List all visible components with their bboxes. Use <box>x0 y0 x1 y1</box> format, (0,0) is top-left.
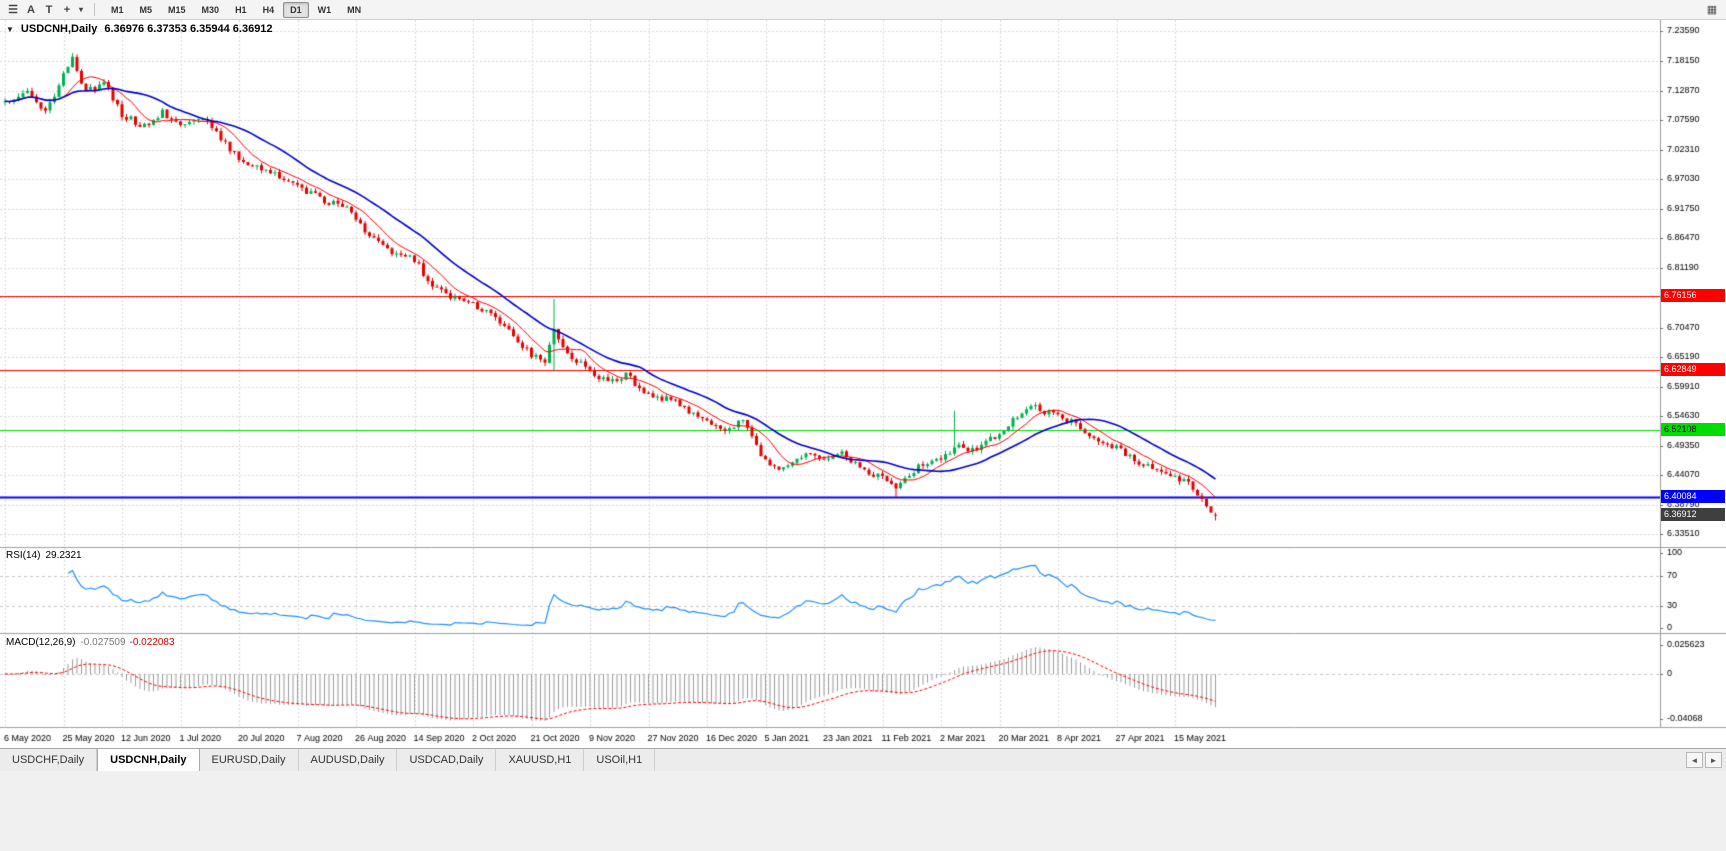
price-line-badge[interactable]: 6.62849 <box>1661 363 1725 376</box>
macd-name: MACD(12,26,9) <box>6 637 76 648</box>
timeframe-button-group: M1 M5 M15 M30 H1 H4 D1 W1 MN <box>103 1 369 18</box>
timeframe-button-m30[interactable]: M30 <box>201 4 220 15</box>
chart-tab-usdcad-daily[interactable]: USDCAD,Daily <box>397 749 497 771</box>
chart-tabbar: USDCHF,Daily USDCNH,Daily EURUSD,Daily AUDU… <box>0 748 1726 771</box>
chart-area: ▼ USDCNH,Daily 6.36976 6.37353 6.35944 6… <box>0 20 1726 748</box>
timeframe-button-h4[interactable]: H4 <box>262 4 275 15</box>
timeframe-button-w1[interactable]: W1 <box>317 4 332 15</box>
chart-symbol-label: USDCNH,Daily <box>20 23 98 35</box>
chart-tab-audusd-daily[interactable]: AUDUSD,Daily <box>298 749 398 771</box>
rsi-indicator-label: RSI(14) 29.2321 <box>6 550 82 561</box>
tool-dropdown-icon[interactable]: ▾ <box>78 5 83 14</box>
chart-window-icon[interactable]: ▦ <box>1706 4 1718 16</box>
chart-tab-eurusd-daily[interactable]: EURUSD,Daily <box>199 749 299 771</box>
crosshair-tool-icon[interactable]: + <box>63 3 71 16</box>
timeframe-button-h1[interactable]: H1 <box>235 4 247 15</box>
chart-tab-usoil-h1[interactable]: USOil,H1 <box>584 749 656 771</box>
macd-signal-value: -0.022083 <box>129 637 175 648</box>
toolbar: ☰ A T + ▾ M1 M5 M15 M30 H1 H4 D1 W1 MN ▦ <box>0 0 1726 20</box>
macd-main-value: -0.027509 <box>80 637 126 648</box>
toolbar-icon-group: ☰ A T + ▾ <box>4 2 86 18</box>
chart-tabs: USDCHF,Daily USDCNH,Daily EURUSD,Daily AUDU… <box>0 749 656 771</box>
text-tool-icon[interactable]: T <box>45 3 53 16</box>
chart-tab-usdchf-daily[interactable]: USDCHF,Daily <box>0 749 98 771</box>
price-line-badge[interactable]: 6.76156 <box>1661 289 1725 302</box>
chart-ohlc-label: 6.36976 6.37353 6.35944 6.36912 <box>104 23 273 35</box>
timeframe-button-m5[interactable]: M5 <box>139 4 153 15</box>
chart-tab-xauusd-h1[interactable]: XAUUSD,H1 <box>496 749 585 771</box>
tab-scroll-left-button[interactable]: ◄ <box>1686 752 1703 768</box>
timeframe-button-mn[interactable]: MN <box>347 4 362 15</box>
rsi-value: 29.2321 <box>45 550 82 561</box>
chart-dropdown-icon[interactable]: ▼ <box>6 25 14 34</box>
tab-scroll-controls: ◄ ► <box>1686 749 1726 771</box>
current-price-badge: 6.36912 <box>1661 508 1725 521</box>
toolbars-menu-icon[interactable]: ☰ <box>8 4 18 16</box>
chart-title: ▼ USDCNH,Daily 6.36976 6.37353 6.35944 6… <box>6 23 273 35</box>
tab-scroll-right-button[interactable]: ► <box>1705 752 1722 768</box>
rsi-name: RSI(14) <box>6 550 41 561</box>
chart-tab-usdcnh-daily[interactable]: USDCNH,Daily <box>97 749 200 771</box>
toolbar-separator <box>94 3 95 16</box>
timeframe-button-d1[interactable]: D1 <box>283 1 309 18</box>
timeframe-button-m1[interactable]: M1 <box>111 4 124 15</box>
price-chart-canvas[interactable] <box>0 20 1726 748</box>
timeframe-button-m15[interactable]: M15 <box>168 4 186 15</box>
window-bottom-area <box>0 771 1726 851</box>
macd-indicator-label: MACD(12,26,9) -0.027509 -0.022083 <box>6 637 175 648</box>
price-line-badge[interactable]: 6.40084 <box>1661 490 1725 503</box>
price-line-badge[interactable]: 6.52108 <box>1661 423 1725 436</box>
cursor-tool-icon[interactable]: A <box>27 3 35 16</box>
